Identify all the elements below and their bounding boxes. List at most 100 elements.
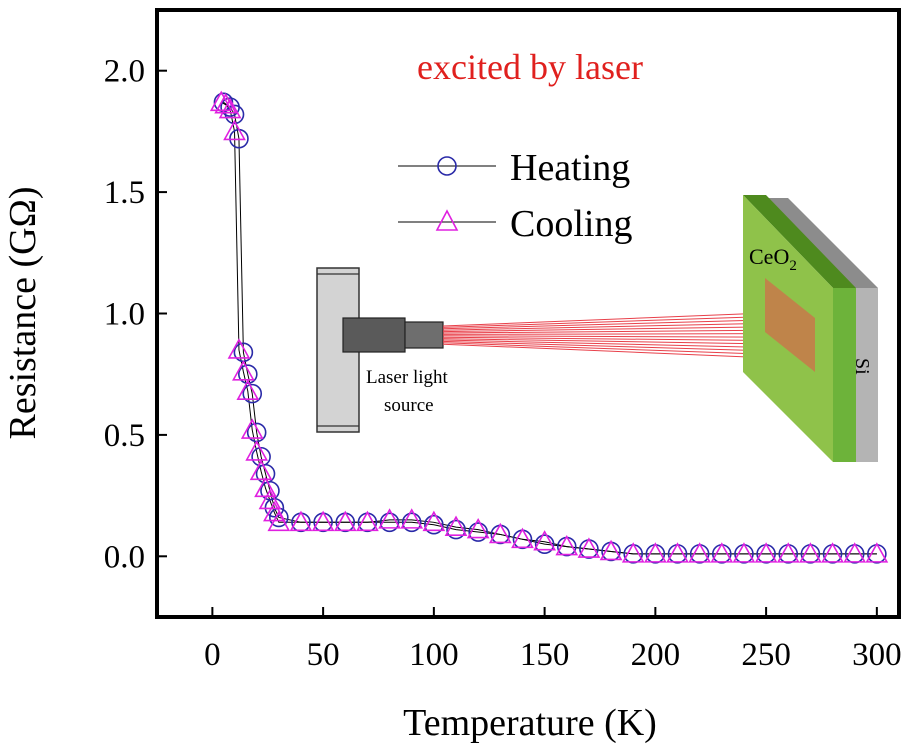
y-axis-title: Resistance (GΩ) bbox=[2, 187, 44, 440]
heating-point bbox=[242, 383, 263, 404]
cooling-point bbox=[511, 527, 534, 549]
ceo2-film-top bbox=[743, 195, 856, 288]
cooling-point bbox=[555, 534, 579, 556]
x-tick-label: 100 bbox=[409, 637, 459, 673]
laser-beam-line bbox=[442, 336, 793, 342]
ceo2-label-main: CeO bbox=[749, 244, 789, 269]
ceo2-label-sub: 2 bbox=[789, 258, 797, 274]
laser-beam-line bbox=[442, 340, 793, 353]
cooling-point bbox=[209, 90, 233, 112]
cooling-point bbox=[821, 542, 844, 563]
cooling-point bbox=[666, 542, 689, 563]
heating-point bbox=[224, 104, 245, 125]
cooling-point bbox=[227, 338, 251, 359]
cooling-point bbox=[356, 510, 379, 532]
legend-heating-label: Heating bbox=[510, 147, 630, 189]
si-label: Si bbox=[851, 358, 873, 375]
cooling-point bbox=[254, 476, 277, 498]
cooling-point bbox=[333, 510, 357, 532]
legend: Heating Cooling bbox=[398, 147, 632, 245]
laser-beam-line bbox=[442, 318, 793, 330]
cooling-point bbox=[245, 440, 269, 461]
laser-beam-line bbox=[442, 315, 793, 328]
heating-point bbox=[379, 512, 400, 533]
cooling-point bbox=[223, 119, 246, 141]
cooling-point bbox=[378, 508, 401, 529]
heating-point bbox=[446, 519, 466, 540]
heating-point bbox=[238, 364, 258, 385]
legend-heating-marker bbox=[437, 156, 457, 176]
axes-layer: 0 50 100 150 200 250 300 0.0 0.5 1.0 1.5 2.0 bbox=[104, 54, 902, 673]
cooling-point bbox=[799, 542, 822, 563]
laser-beam-line bbox=[442, 343, 793, 360]
cooling-point bbox=[621, 542, 645, 563]
x-tick-label: 150 bbox=[520, 637, 570, 673]
laser-beam-line bbox=[442, 338, 793, 345]
heating-point bbox=[401, 512, 422, 533]
cooling-point bbox=[258, 488, 282, 510]
cooling-point bbox=[577, 537, 601, 558]
headline-annotation: excited by laser bbox=[417, 47, 643, 87]
laser-beam-line bbox=[442, 325, 793, 333]
y-tick-label: 0.5 bbox=[104, 418, 145, 454]
cooling-point bbox=[643, 542, 667, 563]
cooling-point bbox=[444, 515, 468, 536]
laser-barrel bbox=[342, 317, 406, 353]
x-tick-label: 0 bbox=[204, 637, 221, 673]
cooling-point bbox=[865, 542, 889, 563]
cooling-point bbox=[232, 360, 255, 381]
laser-label-line1: Laser light bbox=[366, 367, 449, 388]
x-tick-label: 200 bbox=[631, 637, 681, 673]
cooling-point bbox=[843, 542, 867, 563]
legend-cooling-marker bbox=[435, 209, 459, 231]
laser-label-line2: source bbox=[384, 395, 434, 416]
cooling-point bbox=[754, 542, 778, 563]
ceo2-film-side bbox=[833, 288, 856, 462]
cooling-point bbox=[688, 542, 712, 563]
cooling-point bbox=[422, 510, 446, 532]
si-substrate-top bbox=[763, 198, 878, 288]
data-layer bbox=[209, 90, 889, 564]
cooling-point bbox=[311, 510, 335, 532]
cooling-point bbox=[240, 418, 264, 439]
cooling-point bbox=[488, 522, 512, 544]
cooling-point bbox=[218, 97, 242, 119]
cooling-point bbox=[466, 517, 490, 539]
cooling-point bbox=[776, 542, 800, 563]
cooling-point bbox=[710, 542, 734, 563]
laser-beam-line bbox=[442, 329, 793, 334]
y-tick-label: 1.5 bbox=[104, 175, 145, 211]
cooling-point bbox=[249, 459, 273, 481]
heating-point bbox=[534, 534, 555, 554]
laser-nozzle bbox=[404, 321, 444, 349]
cooling-point bbox=[400, 508, 424, 529]
cooling-point bbox=[599, 539, 623, 561]
x-tick-label: 250 bbox=[741, 637, 791, 673]
laser-beam-line bbox=[442, 333, 793, 335]
laser-beam-line bbox=[442, 311, 793, 327]
y-tick-label: 2.0 bbox=[104, 54, 145, 90]
y-tick-label: 1.0 bbox=[104, 297, 145, 333]
ceo2-label: CeO2 bbox=[749, 244, 797, 274]
cooling-point bbox=[267, 510, 291, 532]
x-tick-label: 300 bbox=[852, 637, 902, 673]
heating-point bbox=[424, 514, 444, 535]
cooling-point bbox=[289, 510, 313, 532]
laser-beam-line bbox=[442, 335, 793, 338]
si-substrate-side bbox=[853, 288, 878, 462]
cooling-point bbox=[236, 379, 260, 400]
cooling-point bbox=[533, 530, 556, 551]
laser-beam-line bbox=[442, 342, 793, 356]
cooling-point bbox=[732, 542, 756, 563]
heating-point bbox=[468, 522, 488, 542]
y-tick-label: 0.0 bbox=[104, 539, 145, 575]
x-tick-label: 50 bbox=[307, 637, 340, 673]
cooling-point bbox=[214, 93, 238, 114]
legend-cooling-label: Cooling bbox=[510, 203, 632, 245]
laser-beam-line bbox=[442, 322, 793, 331]
series-cooling-line bbox=[220, 101, 877, 555]
inset-schematic: Laser light source CeO2 Si bbox=[316, 195, 878, 462]
laser-beams bbox=[442, 311, 793, 360]
laser-spot bbox=[765, 278, 815, 372]
